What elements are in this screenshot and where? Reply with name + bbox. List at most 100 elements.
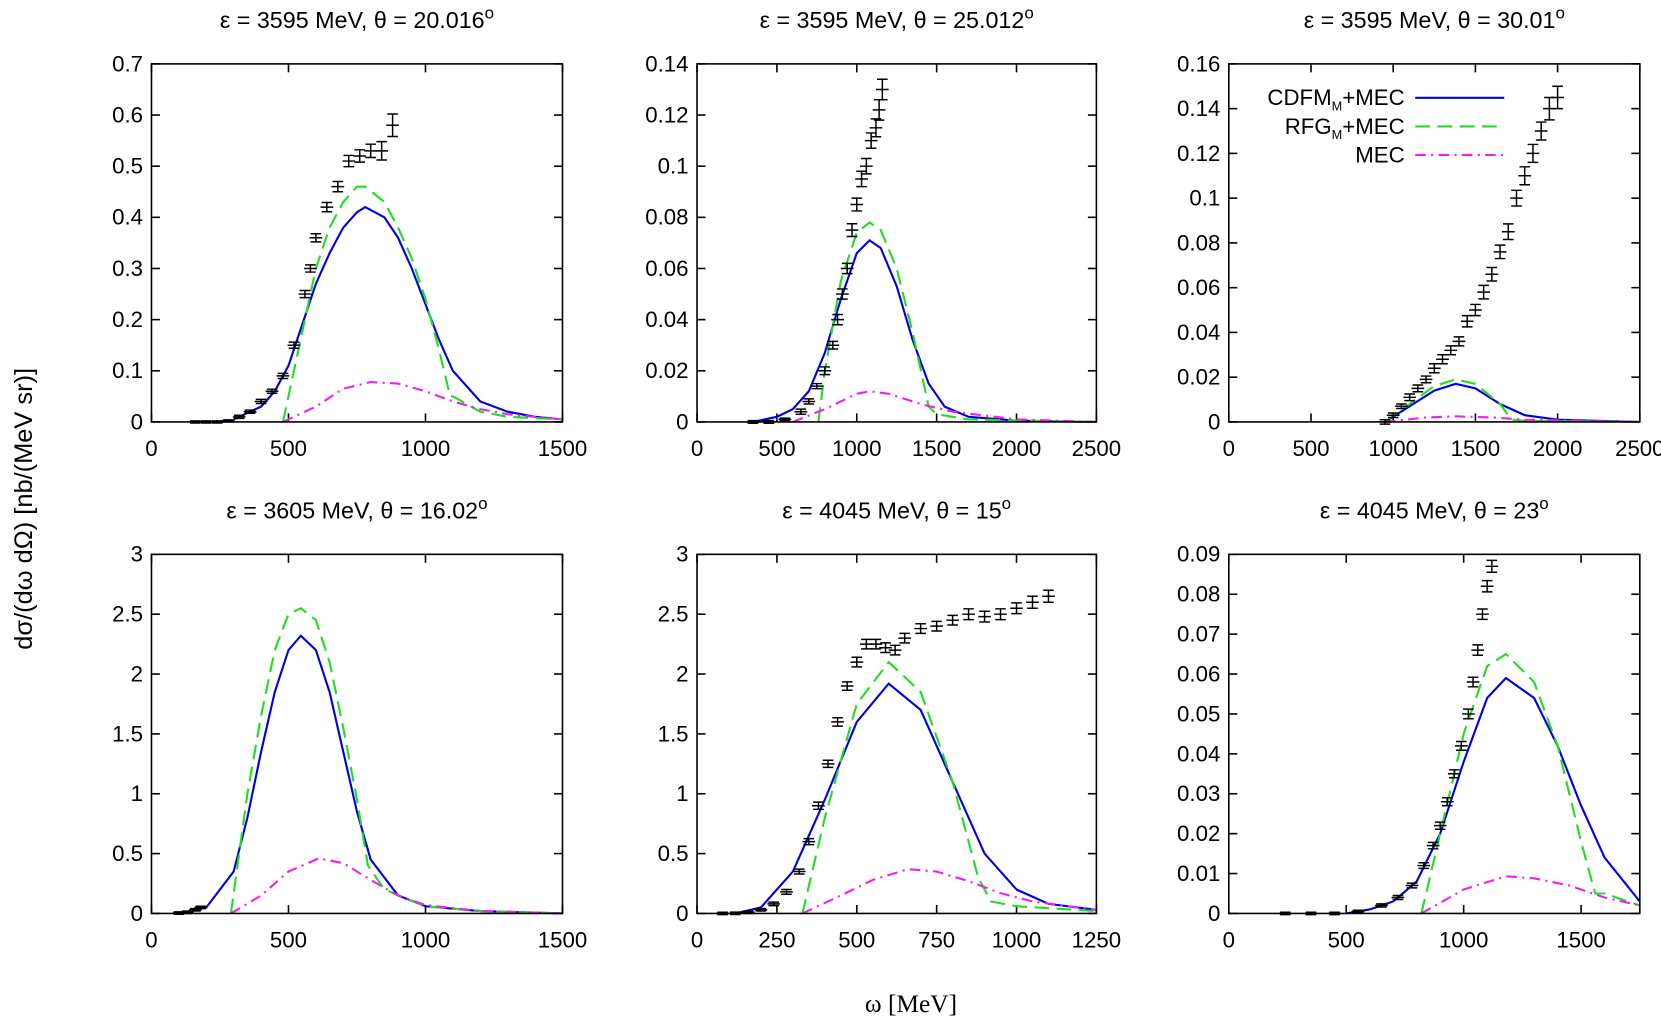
y-tick-label: 3	[676, 542, 688, 567]
title-sup: o	[1539, 494, 1548, 513]
data-point	[767, 901, 781, 907]
data-point	[994, 608, 1007, 621]
data-point	[831, 716, 844, 727]
data-point	[1466, 676, 1480, 688]
legend-name: CDFM	[1267, 85, 1331, 110]
data-point	[898, 632, 912, 644]
x-tick-label: 500	[758, 436, 795, 461]
y-tick-label: 0.06	[1177, 275, 1220, 300]
x-tick-label: 500	[270, 436, 307, 461]
x-tick-label: 0	[1223, 436, 1235, 461]
data-point	[864, 132, 878, 150]
x-tick-label: 1250	[1072, 927, 1121, 952]
data-point	[855, 170, 868, 188]
x-tick-label: 2500	[1615, 436, 1661, 461]
data-point	[1543, 96, 1556, 121]
y-tick-label: 0	[1208, 409, 1220, 434]
data-point	[794, 408, 808, 415]
title-sup: o	[478, 494, 487, 513]
legend-name: RFG	[1285, 114, 1332, 139]
curve	[1420, 652, 1641, 914]
x-tick-label: 1500	[538, 436, 587, 461]
data-point	[818, 366, 832, 376]
title-main: ε = 4045 MeV, θ = 15	[782, 497, 1001, 523]
y-tick-label: 0	[1208, 901, 1220, 926]
x-tick-label: 1000	[1439, 927, 1488, 952]
x-tick-label: 1500	[538, 927, 587, 952]
title-main: ε = 4045 MeV, θ = 23	[1320, 497, 1539, 523]
data-point	[1042, 589, 1055, 603]
legend-suffix: +MEC	[1342, 114, 1404, 139]
curve	[1384, 378, 1640, 423]
y-tick-label: 2	[676, 661, 688, 686]
data-point	[978, 610, 991, 623]
y-tick-label: 0	[676, 901, 688, 926]
legend-sub: M	[1332, 98, 1343, 113]
data-point	[812, 801, 825, 811]
y-tick-label: 0.04	[1177, 320, 1220, 345]
chart-title: ε = 3595 MeV, θ = 30.01o	[1304, 3, 1565, 33]
y-tick-label: 0.04	[1177, 741, 1220, 766]
data-point	[243, 409, 257, 414]
data-point	[1405, 882, 1419, 889]
curve	[1420, 875, 1641, 915]
curve	[229, 606, 563, 915]
data-point	[845, 222, 859, 238]
data-point	[304, 264, 317, 273]
data-point	[1411, 384, 1425, 393]
title-main: ε = 3595 MeV, θ = 20.016	[220, 7, 485, 33]
data-point	[1480, 579, 1494, 593]
curve	[801, 660, 1097, 914]
data-point	[1469, 303, 1482, 317]
data-point	[840, 681, 854, 691]
x-tick-label: 0	[691, 436, 703, 461]
data-point	[1403, 393, 1417, 402]
data-point	[1417, 862, 1431, 870]
curve	[817, 221, 1097, 423]
data-point	[386, 113, 399, 138]
y-tick-label: 0.16	[1177, 51, 1220, 76]
data-point	[298, 289, 312, 299]
y-tick-label: 0.4	[112, 205, 143, 230]
y-tick-label: 0.07	[1177, 622, 1220, 647]
data-point	[353, 149, 367, 163]
y-tick-label: 0.08	[1177, 230, 1220, 255]
data-point	[1391, 894, 1405, 901]
data-point	[1427, 363, 1441, 374]
y-tick-label: 2.5	[658, 602, 689, 627]
data-point	[1375, 903, 1388, 908]
data-point	[1440, 796, 1454, 807]
data-point	[802, 837, 816, 846]
y-tick-label: 0.5	[112, 154, 143, 179]
chart-title: ε = 4045 MeV, θ = 23o	[1320, 494, 1549, 524]
data-point	[962, 608, 975, 621]
data-point	[1477, 284, 1490, 300]
y-tick-label: 0	[131, 409, 143, 434]
plot-border	[696, 553, 1098, 915]
x-tick-label: 1000	[1368, 436, 1417, 461]
data-point	[1419, 375, 1433, 384]
y-tick-label: 0.3	[112, 256, 143, 281]
y-tick-label: 0.12	[645, 102, 688, 127]
data-point	[869, 638, 883, 650]
data-point	[221, 419, 235, 423]
plot-border	[150, 63, 564, 423]
data-point	[287, 341, 301, 350]
x-tick-label: 0	[1223, 927, 1235, 952]
y-tick-label: 0.1	[1189, 186, 1220, 211]
x-tick-label: 1000	[401, 436, 450, 461]
data-point	[194, 905, 208, 910]
y-tick-label: 0.02	[1177, 821, 1220, 846]
data-point	[850, 197, 864, 212]
y-tick-label: 0.03	[1177, 781, 1220, 806]
title-main: ε = 3595 MeV, θ = 25.012	[760, 7, 1025, 33]
curve	[282, 380, 563, 423]
curve	[1346, 676, 1641, 915]
data-point	[188, 907, 202, 912]
data-point	[1454, 740, 1468, 751]
y-axis-label: dσ/(dω dΩ) [nb/(MeV sr)]	[10, 368, 38, 650]
data-point	[1501, 223, 1515, 241]
y-tick-label: 0.08	[645, 205, 688, 230]
x-tick-label: 1500	[1556, 927, 1605, 952]
